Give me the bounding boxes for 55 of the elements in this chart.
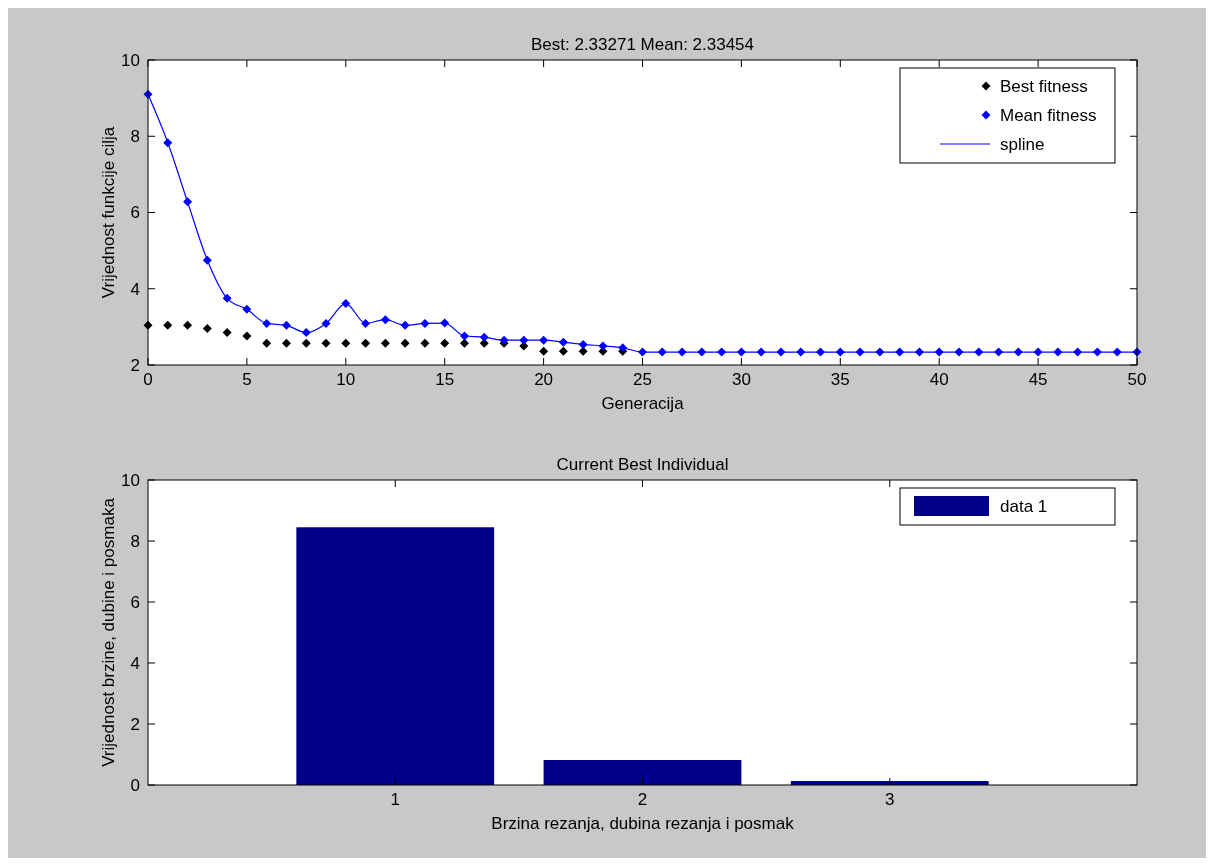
x-tick-label: 2 bbox=[637, 790, 648, 809]
point bbox=[163, 320, 173, 330]
x-tick-label: 45 bbox=[1028, 370, 1048, 389]
point bbox=[380, 338, 390, 348]
point bbox=[440, 338, 450, 348]
y-tick-label: 10 bbox=[121, 50, 140, 70]
chart-title: Current Best Individual bbox=[556, 455, 729, 474]
x-tick-label: 30 bbox=[731, 370, 751, 389]
x-tick-label: 15 bbox=[435, 370, 455, 389]
point bbox=[183, 320, 193, 330]
point bbox=[222, 328, 232, 338]
y-tick-label: 6 bbox=[130, 592, 140, 612]
y-tick-label: 8 bbox=[130, 127, 140, 147]
x-tick-label: 3 bbox=[885, 790, 895, 809]
point bbox=[242, 331, 252, 341]
point bbox=[361, 338, 371, 348]
point bbox=[558, 346, 568, 356]
x-tick-label: 10 bbox=[336, 370, 356, 389]
x-tick-label: 1 bbox=[390, 790, 400, 809]
y-tick-label: 4 bbox=[130, 279, 140, 299]
bar bbox=[296, 527, 495, 785]
y-tick-label: 4 bbox=[130, 653, 140, 673]
x-tick-label: 5 bbox=[242, 370, 252, 389]
x-tick-label: 20 bbox=[534, 370, 554, 389]
y-tick-label: 0 bbox=[130, 775, 140, 795]
y-tick-label: 6 bbox=[130, 203, 140, 223]
y-tick-label: 10 bbox=[121, 470, 140, 490]
y-tick-label: 2 bbox=[130, 714, 140, 734]
point bbox=[281, 338, 291, 348]
x-tick-label: 40 bbox=[929, 370, 949, 389]
y-tick-label: 8 bbox=[130, 531, 140, 551]
point bbox=[539, 346, 549, 356]
x-tick-label: 0 bbox=[143, 370, 153, 389]
y-tick-label: 2 bbox=[130, 355, 140, 375]
legend-label: Best fitness bbox=[1000, 76, 1088, 96]
point bbox=[400, 338, 410, 348]
point bbox=[262, 338, 272, 348]
y-axis-title: Vrijednost brzine, dubine i posmaka bbox=[99, 497, 118, 767]
x-tick-label: 50 bbox=[1127, 370, 1147, 389]
point bbox=[321, 338, 331, 348]
x-tick-label: 35 bbox=[830, 370, 850, 389]
x-tick-label: 25 bbox=[633, 370, 652, 389]
point bbox=[420, 338, 430, 348]
x-axis-title: Brzina rezanja, dubina rezanja i posmak bbox=[491, 814, 795, 833]
legend-label: spline bbox=[1000, 134, 1045, 154]
chart-title: Best: 2.33271 Mean: 2.33454 bbox=[530, 35, 755, 54]
point bbox=[301, 338, 311, 348]
x-axis-title: Generacija bbox=[601, 394, 685, 413]
bar bbox=[543, 759, 742, 785]
point bbox=[459, 338, 469, 348]
point bbox=[341, 338, 351, 348]
legend-label: data 1 bbox=[1000, 496, 1048, 516]
y-axis-title: Vrijednost funkcije cilja bbox=[99, 126, 118, 299]
legend-label: Mean fitness bbox=[1000, 105, 1097, 125]
point bbox=[202, 323, 212, 333]
